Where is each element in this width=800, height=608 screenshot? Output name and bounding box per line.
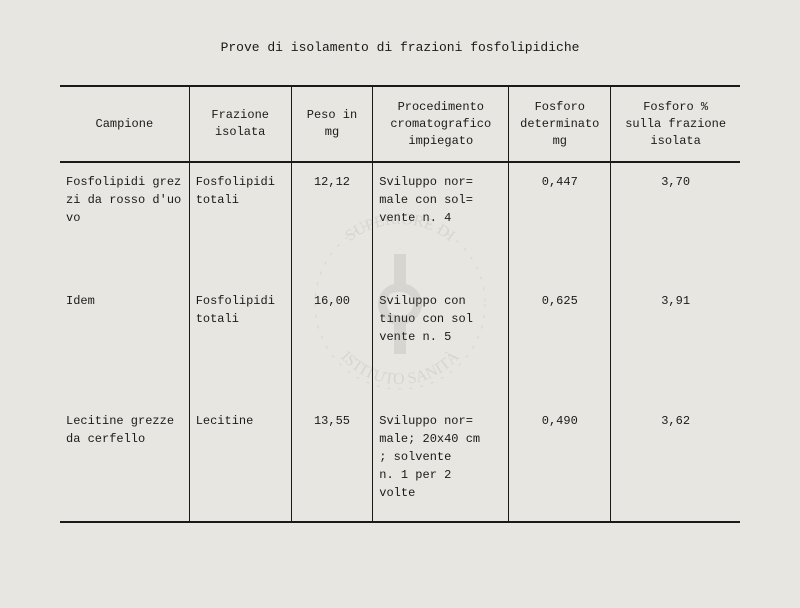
table-row: Lecitine grezzeda cerfello Lecitine 13,5… (60, 402, 740, 522)
header-fosforo-det: Fosforodeterminatomg (509, 86, 611, 162)
cell-peso: 16,00 (291, 282, 373, 402)
header-peso: Peso inmg (291, 86, 373, 162)
cell-fosforo-pct: 3,91 (611, 282, 740, 402)
table-row: Fosfolipidi grezzi da rosso d'uovo Fosfo… (60, 162, 740, 282)
cell-fosforo-det: 0,490 (509, 402, 611, 522)
cell-frazione: Lecitine (189, 402, 291, 522)
cell-campione: Idem (60, 282, 189, 402)
cell-procedimento: Sviluppo nor=male; 20x40 cm; solventen. … (373, 402, 509, 522)
cell-fosforo-pct: 3,62 (611, 402, 740, 522)
cell-procedimento: Sviluppo nor=male con sol=vente n. 4 (373, 162, 509, 282)
cell-campione: Fosfolipidi grezzi da rosso d'uovo (60, 162, 189, 282)
cell-peso: 12,12 (291, 162, 373, 282)
cell-fosforo-pct: 3,70 (611, 162, 740, 282)
cell-procedimento: Sviluppo continuo con solvente n. 5 (373, 282, 509, 402)
cell-frazione: Fosfolipiditotali (189, 282, 291, 402)
data-table: Campione Frazioneisolata Peso inmg Proce… (60, 85, 740, 523)
header-frazione: Frazioneisolata (189, 86, 291, 162)
table-title: Prove di isolamento di frazioni fosfolip… (60, 40, 740, 55)
cell-fosforo-det: 0,625 (509, 282, 611, 402)
cell-frazione: Fosfolipiditotali (189, 162, 291, 282)
cell-campione: Lecitine grezzeda cerfello (60, 402, 189, 522)
cell-fosforo-det: 0,447 (509, 162, 611, 282)
header-procedimento: Procedimentocromatograficoimpiegato (373, 86, 509, 162)
header-campione: Campione (60, 86, 189, 162)
cell-peso: 13,55 (291, 402, 373, 522)
header-row: Campione Frazioneisolata Peso inmg Proce… (60, 86, 740, 162)
header-fosforo-pct: Fosforo %sulla frazioneisolata (611, 86, 740, 162)
table-row: Idem Fosfolipiditotali 16,00 Sviluppo co… (60, 282, 740, 402)
